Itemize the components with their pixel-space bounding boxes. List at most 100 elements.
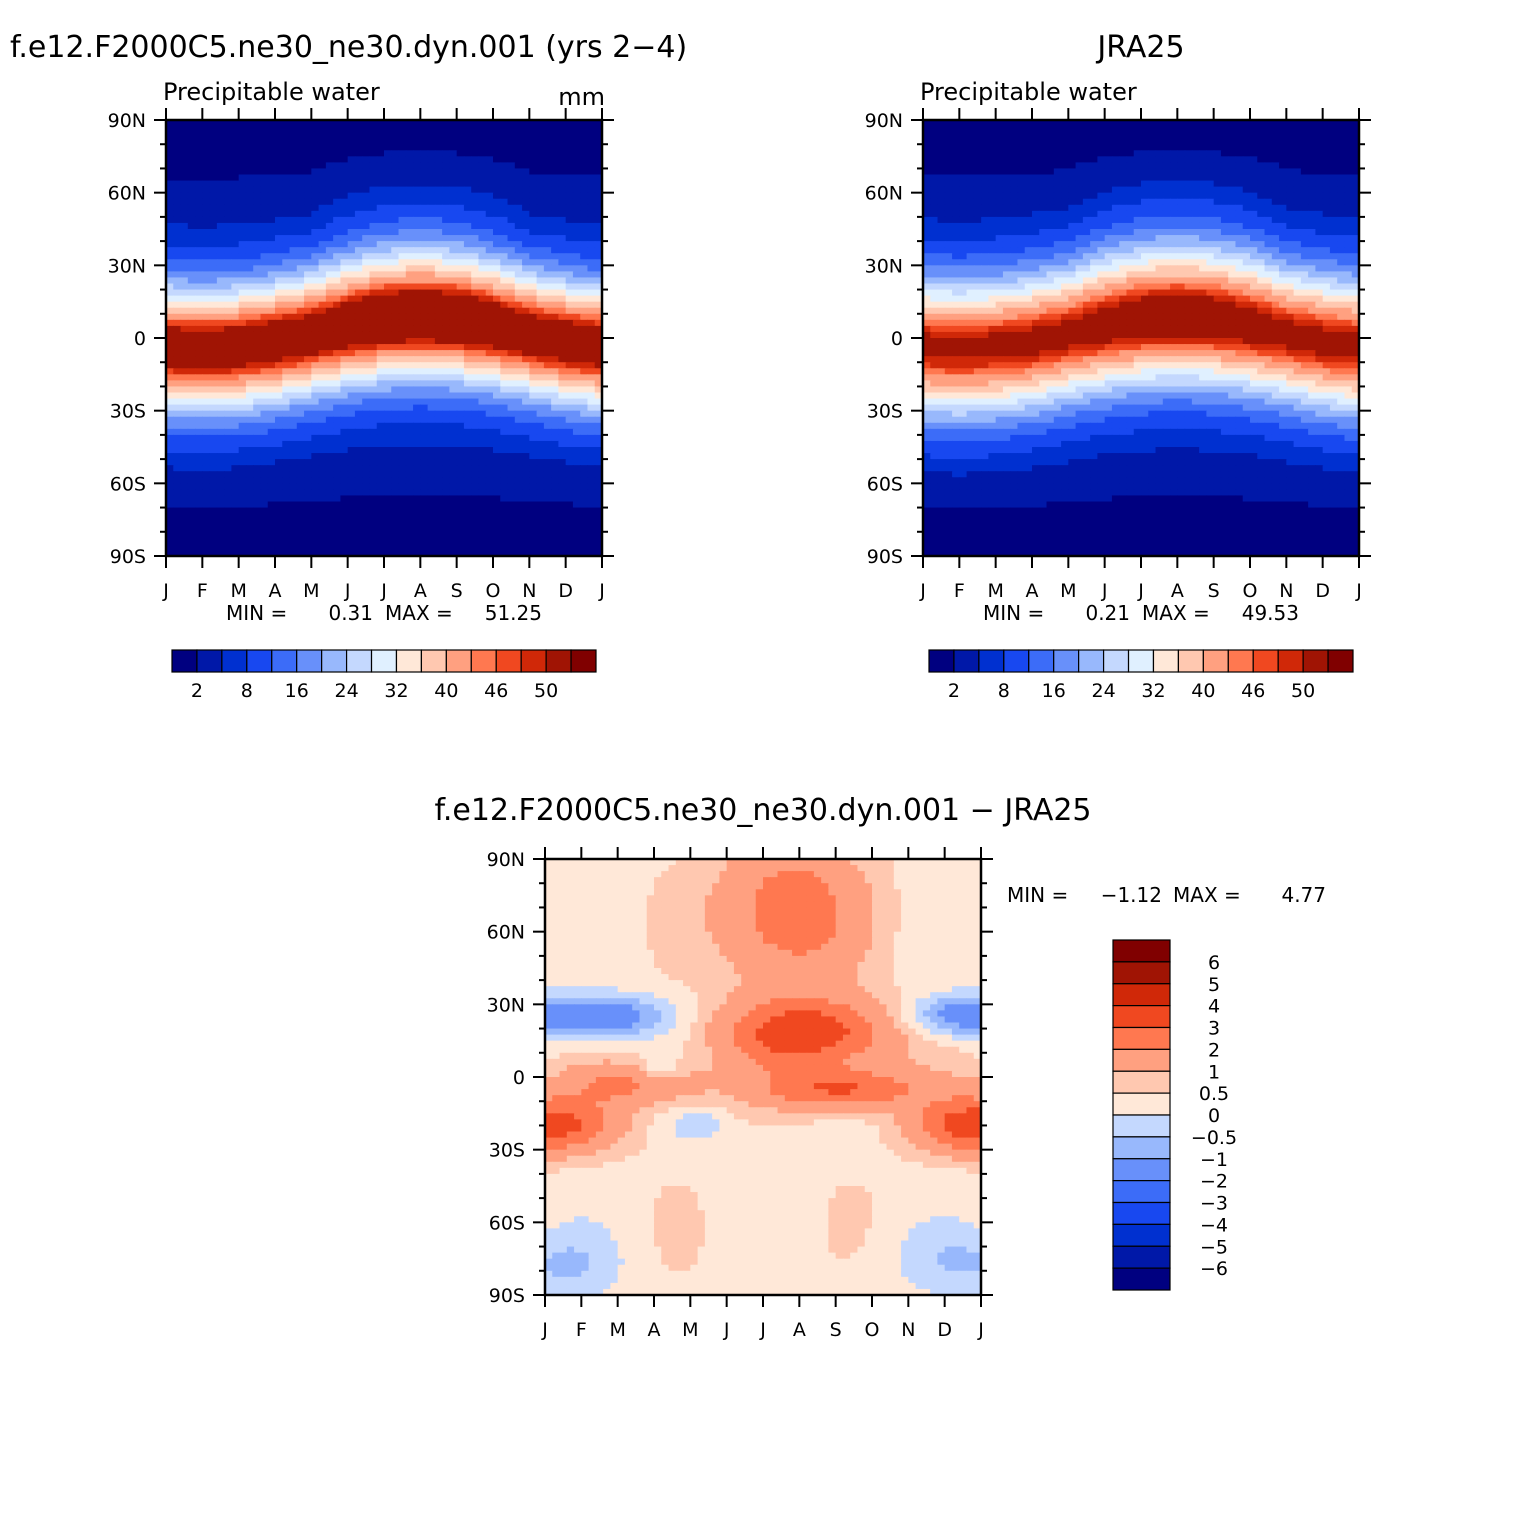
contour-cell <box>1213 144 1222 151</box>
contour-cell <box>514 513 523 521</box>
contour-cell <box>311 120 320 127</box>
contour-cell <box>267 235 276 242</box>
contour-cell <box>923 168 931 176</box>
contour-cell <box>1090 156 1098 163</box>
contour-cell <box>333 156 341 163</box>
contour-cell <box>427 222 436 230</box>
contour-cell <box>507 198 516 206</box>
contour-cell <box>565 428 574 436</box>
contour-cell <box>333 162 341 170</box>
contour-cell <box>507 537 516 545</box>
contour-cell <box>282 229 291 236</box>
contour-cell <box>536 471 545 478</box>
contour-cell <box>333 313 341 321</box>
contour-cell <box>384 325 392 333</box>
contour-cell <box>166 162 174 170</box>
contour-cell <box>369 447 378 454</box>
contour-cell <box>995 174 1004 182</box>
contour-cell <box>529 331 538 339</box>
contour-cell <box>311 295 320 303</box>
contour-cell <box>420 447 429 454</box>
contour-cell <box>391 350 400 357</box>
contour-cell <box>558 241 567 248</box>
contour-cell <box>260 283 269 291</box>
contour-cell <box>238 410 247 418</box>
contour-cell <box>1170 162 1178 170</box>
contour-cell <box>311 519 320 527</box>
contour-cell <box>507 331 516 339</box>
contour-cell <box>296 483 305 490</box>
contour-cell <box>522 229 530 236</box>
contour-cell <box>202 120 211 127</box>
contour-cell <box>551 368 559 375</box>
contour-cell <box>253 392 262 400</box>
contour-cell <box>543 319 552 327</box>
contour-cell <box>572 301 581 309</box>
contour-cell <box>209 477 218 484</box>
contour-cell <box>587 489 596 497</box>
contour-cell <box>493 325 501 333</box>
contour-cell <box>1293 138 1302 145</box>
contour-cell <box>354 120 363 127</box>
contour-cell <box>209 374 218 381</box>
contour-cell <box>195 271 203 279</box>
contour-cell <box>493 392 501 400</box>
contour-cell <box>449 543 458 551</box>
contour-cell <box>529 313 538 321</box>
contour-cell <box>580 483 589 490</box>
contour-cell <box>456 525 465 533</box>
contour-cell <box>202 325 211 333</box>
contour-cell <box>282 126 291 133</box>
contour-cell <box>202 204 211 212</box>
contour-cell <box>354 216 363 224</box>
contour-cell <box>405 319 414 327</box>
contour-cell <box>1322 162 1331 170</box>
contour-cell <box>267 549 276 557</box>
contour-cell <box>529 440 538 448</box>
contour-cell <box>587 301 596 309</box>
contour-cell <box>173 271 182 279</box>
contour-cell <box>289 422 298 430</box>
contour-cell <box>245 259 254 266</box>
contour-cell <box>275 192 283 200</box>
contour-cell <box>289 410 298 418</box>
contour-cell <box>565 459 574 466</box>
contour-cell <box>1235 138 1244 145</box>
contour-cell <box>224 525 232 533</box>
contour-cell <box>296 174 305 182</box>
contour-cell <box>362 295 371 303</box>
contour-cell <box>442 459 450 466</box>
contour-cell <box>1286 144 1295 151</box>
contour-cell <box>1286 156 1295 163</box>
contour-cell <box>587 186 596 194</box>
contour-cell <box>289 543 298 551</box>
contour-cell <box>340 465 349 472</box>
contour-cell <box>514 247 523 254</box>
contour-cell <box>369 313 378 321</box>
contour-cell <box>202 501 211 509</box>
contour-cell <box>354 307 363 315</box>
contour-cell <box>267 483 276 490</box>
contour-cell <box>282 495 291 503</box>
contour-cell <box>507 325 516 333</box>
contour-cell <box>580 465 589 472</box>
contour-cell <box>289 174 298 182</box>
contour-cell <box>543 386 552 394</box>
contour-cell <box>529 156 538 163</box>
contour-cell <box>362 495 371 503</box>
contour-cell <box>449 471 458 478</box>
contour-cell <box>238 386 247 394</box>
contour-cell <box>565 501 574 509</box>
contour-cell <box>558 459 567 466</box>
contour-cell <box>485 519 494 527</box>
contour-cell <box>514 186 523 194</box>
contour-cell <box>1235 156 1244 163</box>
contour-cell <box>187 210 196 218</box>
contour-cell <box>427 434 436 442</box>
contour-cell <box>187 168 196 176</box>
contour-cell <box>456 386 465 394</box>
contour-cell <box>456 138 465 145</box>
contour-cell <box>522 120 530 127</box>
contour-cell <box>587 216 596 224</box>
contour-cell <box>514 525 523 533</box>
